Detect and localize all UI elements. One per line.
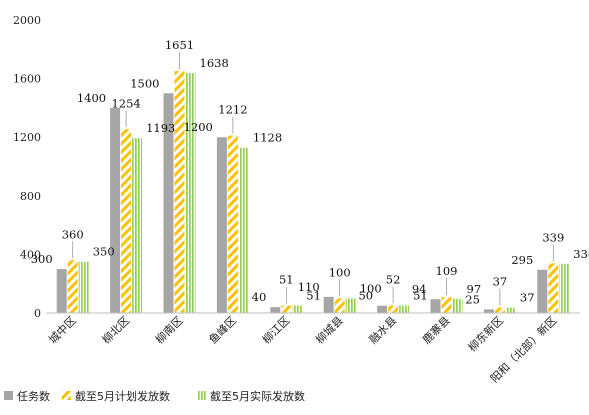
data-label: 350 xyxy=(93,245,115,259)
bar-task xyxy=(216,137,227,313)
bar-planned xyxy=(121,129,132,313)
y-axis: 0 400 800 1200 1600 2000 xyxy=(13,14,41,320)
data-label: 51 xyxy=(279,273,294,287)
legend-swatch xyxy=(62,391,71,400)
data-label: 1200 xyxy=(184,120,213,134)
data-label: 97 xyxy=(467,282,482,296)
bar-planned xyxy=(67,260,78,313)
bar-task xyxy=(430,299,441,313)
bar-task xyxy=(537,269,548,313)
data-label: 94 xyxy=(412,282,427,296)
data-label: 295 xyxy=(511,253,533,267)
data-label: 336 xyxy=(573,247,589,261)
legend-label: 截至5月计划发放数 xyxy=(75,389,170,403)
legend-swatch xyxy=(4,391,13,400)
bar-actual xyxy=(399,305,410,313)
x-tick-label: 柳北区 xyxy=(99,313,132,346)
bar-planned xyxy=(334,298,345,313)
data-label: 1651 xyxy=(165,38,194,52)
y-tick-label: 800 xyxy=(20,190,41,203)
x-tick-label: 柳南区 xyxy=(152,313,185,346)
data-label: 52 xyxy=(386,272,401,286)
bar-planned xyxy=(548,263,559,313)
bar-planned xyxy=(227,135,238,313)
bars xyxy=(56,71,570,314)
y-tick-label: 400 xyxy=(20,248,41,261)
data-label: 40 xyxy=(252,290,267,304)
bar-actual xyxy=(452,298,463,313)
legend-swatch xyxy=(197,391,206,400)
data-label: 109 xyxy=(436,264,458,278)
data-label: 1254 xyxy=(111,96,140,110)
data-label: 100 xyxy=(329,265,351,279)
bar-planned xyxy=(281,305,292,313)
bar-actual xyxy=(78,261,89,313)
bar-actual xyxy=(238,147,249,313)
bar-actual xyxy=(292,305,303,313)
legend-label: 截至5月实际发放数 xyxy=(210,389,305,403)
bar-task xyxy=(270,307,281,313)
data-label: 100 xyxy=(360,281,382,295)
bar-actual xyxy=(132,138,143,313)
x-tick-label: 柳东新区 xyxy=(465,313,506,354)
bar-planned xyxy=(494,307,505,313)
bar-task xyxy=(323,296,334,313)
bar-actual xyxy=(505,307,516,313)
data-label: 300 xyxy=(31,252,53,266)
legend: 任务数 截至5月计划发放数 截至5月实际发放数 xyxy=(4,389,305,403)
x-tick-label: 城中区 xyxy=(46,314,79,347)
x-tick-label: 鹿寨县 xyxy=(419,313,452,346)
bar-planned xyxy=(441,297,452,313)
x-tick-label: 鱼峰区 xyxy=(206,313,239,346)
bar-task xyxy=(483,309,494,313)
bar-task xyxy=(110,107,121,314)
bar-actual xyxy=(559,263,570,313)
y-tick-label: 1200 xyxy=(13,131,41,144)
bar-planned xyxy=(174,71,185,313)
bar-task xyxy=(163,93,174,313)
y-tick-label: 1600 xyxy=(13,73,41,86)
data-label: 110 xyxy=(298,280,320,294)
bar-task xyxy=(377,305,388,313)
data-label: 37 xyxy=(520,291,535,305)
y-tick-label: 0 xyxy=(34,307,41,320)
data-labels: 300 360 350 1400 1254 1193 1500 1651 1638 1200 121… xyxy=(31,38,589,306)
x-tick-label: 融水县 xyxy=(367,314,400,347)
x-tick-label: 柳城县 xyxy=(313,313,346,346)
data-label: 1400 xyxy=(77,91,106,105)
data-label: 25 xyxy=(465,292,480,306)
data-label: 1500 xyxy=(130,76,159,90)
data-label: 339 xyxy=(542,230,564,244)
data-label: 1638 xyxy=(200,56,229,70)
x-tick-label: 柳江区 xyxy=(259,313,292,346)
data-label: 1128 xyxy=(253,131,282,145)
bar-actual xyxy=(345,298,356,313)
data-label: 37 xyxy=(493,275,508,289)
data-label: 51 xyxy=(306,289,321,303)
bar-planned xyxy=(388,305,399,313)
data-label: 360 xyxy=(62,227,84,241)
bar-task xyxy=(56,269,67,313)
data-label: 50 xyxy=(358,289,373,303)
data-label: 1193 xyxy=(146,121,175,135)
data-label: 51 xyxy=(413,289,428,303)
y-tick-label: 2000 xyxy=(13,14,41,27)
data-label: 1212 xyxy=(218,102,247,116)
bar-actual xyxy=(185,73,196,314)
legend-label: 任务数 xyxy=(17,390,50,403)
